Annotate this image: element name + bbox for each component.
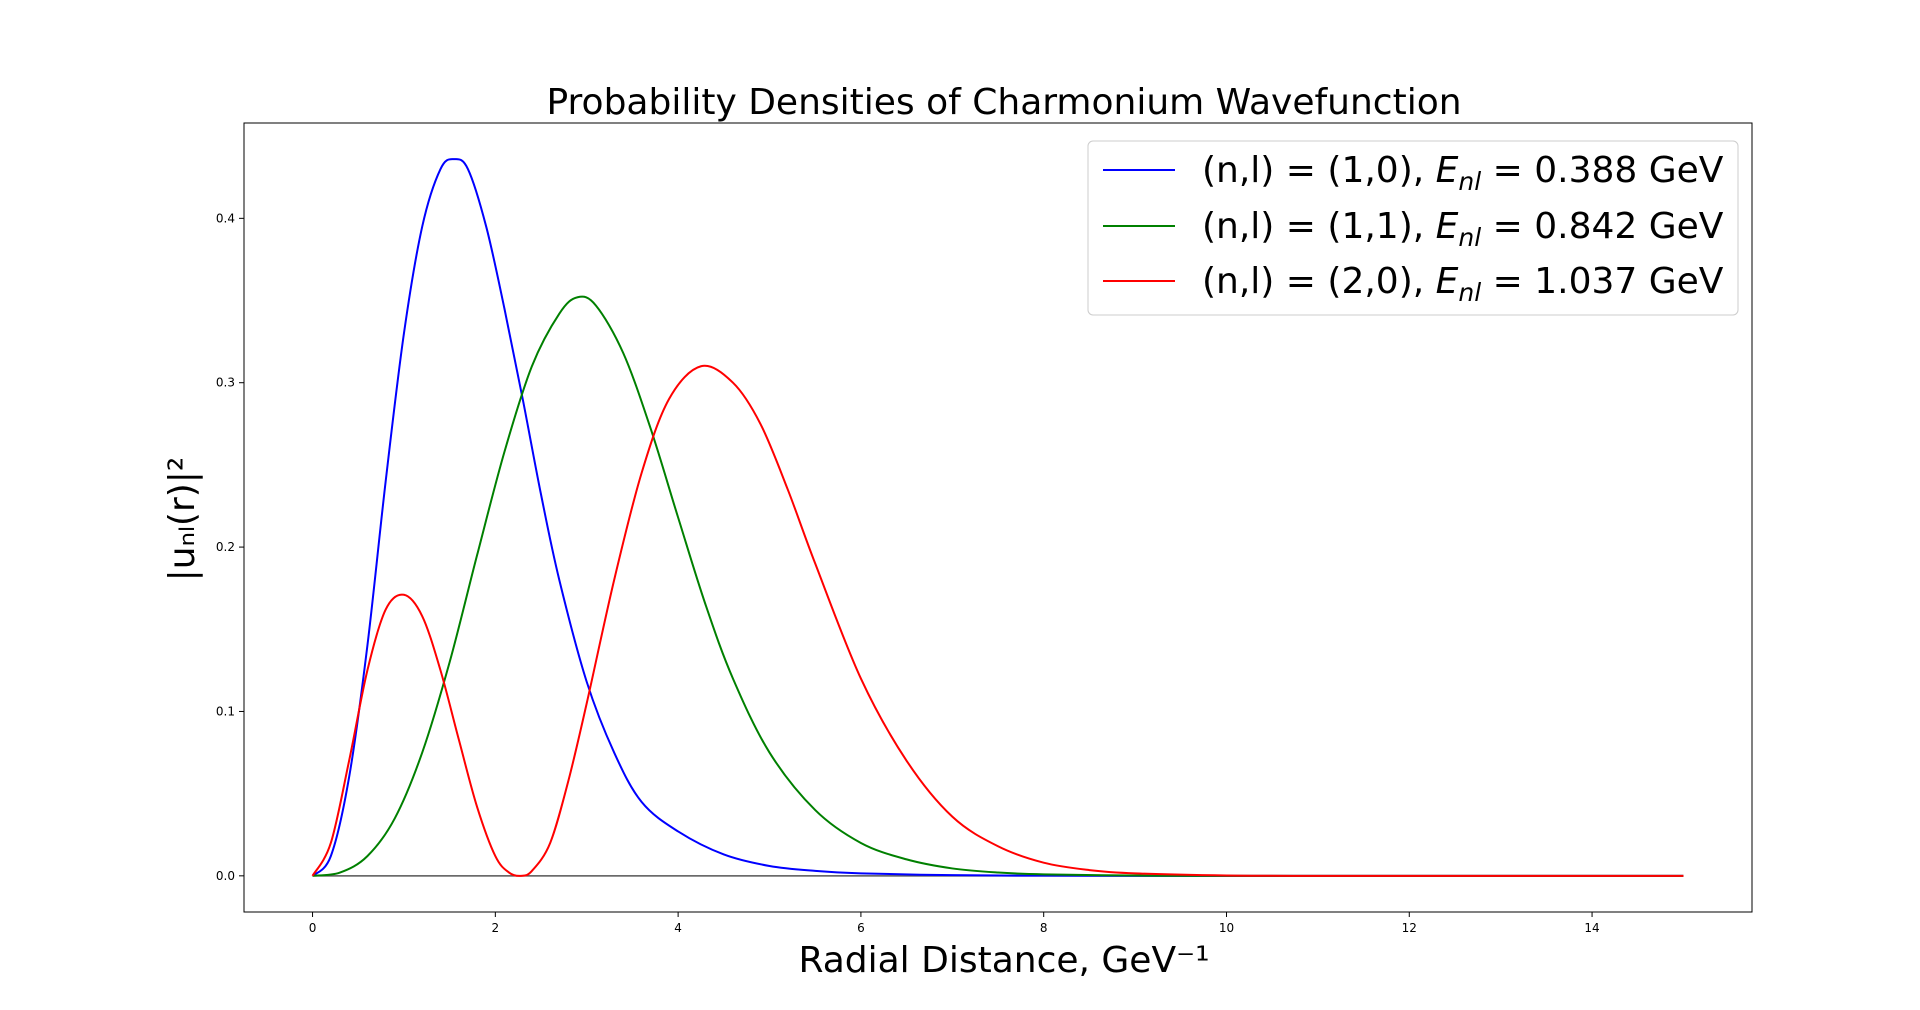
x-tick-label: 12 xyxy=(1402,921,1417,935)
legend-entry-label: (n,l) = (1,1), Enl = 0.842 GeV xyxy=(1202,206,1724,252)
series-line-n2-l0 xyxy=(311,364,1684,877)
y-tick-label: 0.2 xyxy=(216,540,235,554)
y-tick-label: 0.0 xyxy=(216,869,235,883)
plot-area xyxy=(311,158,1684,877)
legend-entry-label: (n,l) = (1,0), Enl = 0.388 GeV xyxy=(1202,150,1724,196)
y-tick-label: 0.3 xyxy=(216,376,235,390)
axes-frame xyxy=(243,122,1753,913)
x-axis-label-text: Radial Distance, GeV⁻¹ xyxy=(798,940,1209,981)
axes-border xyxy=(243,122,1753,913)
y-tick-label: 0.4 xyxy=(216,211,235,225)
x-tick-label: 6 xyxy=(857,921,865,935)
y-axis-label-text: |uₙₗ(r)|² xyxy=(162,457,203,582)
x-tick-label: 14 xyxy=(1584,921,1599,935)
series-line-n1-l0 xyxy=(311,158,1684,877)
x-tick-label: 10 xyxy=(1219,921,1234,935)
x-tick-label: 8 xyxy=(1040,921,1048,935)
y-axis-label: |uₙₗ(r)|² xyxy=(162,457,203,582)
chart-title: Probability Densities of Charmonium Wave… xyxy=(546,82,1461,123)
legend: (n,l) = (1,0), Enl = 0.388 GeV (n,l) = (1… xyxy=(1087,140,1739,316)
x-tick-label: 2 xyxy=(492,921,500,935)
series-line-n1-l1 xyxy=(312,295,1684,877)
y-tick-label: 0.1 xyxy=(216,704,235,718)
legend-box xyxy=(1087,140,1739,316)
ticks: 0 2 4 6 8 10 12 14 0.0 0.1 0.2 0.3 0.4 xyxy=(216,211,1600,935)
x-tick-label: 4 xyxy=(674,921,682,935)
x-tick-label: 0 xyxy=(309,921,317,935)
legend-entry-label: (n,l) = (2,0), Enl = 1.037 GeV xyxy=(1202,261,1724,307)
x-axis-label: Radial Distance, GeV⁻¹ xyxy=(798,940,1209,981)
